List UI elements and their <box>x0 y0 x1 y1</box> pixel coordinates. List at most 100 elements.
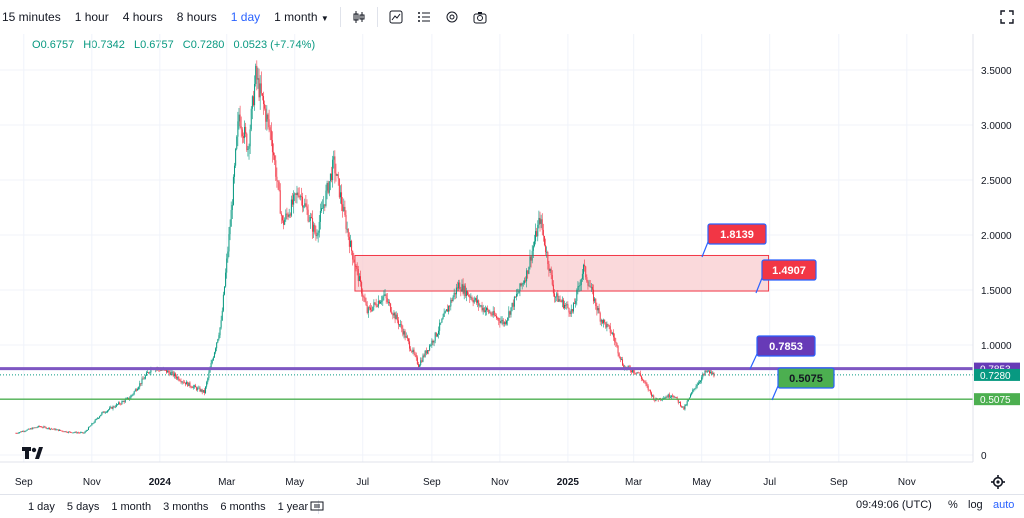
price-chart[interactable]: 1.8139 1.4907 0.7853 0.5075 3.5000 3.0000 2.5… <box>0 34 1024 494</box>
candle-body <box>519 283 521 292</box>
candle-body <box>320 208 322 211</box>
candle-body <box>702 374 704 378</box>
camera-icon[interactable] <box>473 10 487 24</box>
tf-1-hour[interactable]: 1 hour <box>74 10 109 24</box>
candle-body <box>18 432 20 433</box>
candle-body <box>222 294 224 311</box>
candle-body <box>58 429 60 431</box>
candle-body <box>285 213 287 220</box>
candle-body <box>406 336 408 339</box>
candle-body <box>256 65 258 80</box>
callout-2-text: 1.4907 <box>772 265 806 277</box>
candle-body <box>448 306 450 312</box>
candle-body <box>646 384 648 386</box>
candle-body <box>467 290 469 296</box>
candle-body <box>289 214 291 216</box>
candle-body <box>521 283 523 286</box>
candle-body <box>540 219 542 224</box>
candle-body <box>91 423 93 426</box>
candle-body <box>178 377 180 381</box>
candle-body <box>500 321 502 323</box>
tf-1-month[interactable]: 1 month ▼ <box>267 10 336 24</box>
candle-body <box>353 259 355 263</box>
candle-body <box>239 114 241 127</box>
candle-body <box>66 432 68 434</box>
range-1-day[interactable]: 1 day <box>28 500 55 513</box>
percent-toggle[interactable]: % <box>948 499 958 511</box>
ohlc-low: 0.6757 <box>140 39 174 51</box>
candle-body <box>250 108 252 130</box>
compare-icon[interactable] <box>310 500 324 515</box>
candle-body <box>579 285 581 287</box>
gear-icon[interactable] <box>991 475 1005 494</box>
auto-toggle[interactable]: auto <box>993 499 1015 511</box>
candle-body <box>416 357 418 365</box>
candle-body <box>300 196 302 198</box>
candle-body <box>504 322 506 324</box>
candle-body <box>436 334 438 337</box>
candle-body <box>209 368 211 373</box>
candle-body <box>102 411 104 413</box>
candle-body <box>374 302 376 304</box>
candles-icon[interactable] <box>352 10 366 24</box>
y-tick-label: 1.0000 <box>981 341 1012 352</box>
ohlc-low-label: L <box>133 39 141 51</box>
axis-tag-support-bg <box>974 393 1020 406</box>
candle-body <box>147 372 149 374</box>
candle-body <box>463 285 465 294</box>
candle-body <box>357 269 359 282</box>
candle-body <box>454 292 456 295</box>
tf-15-minutes[interactable]: 15 minutes <box>2 10 61 24</box>
x-tick-label: Jul <box>356 477 369 488</box>
candle-body <box>22 431 24 432</box>
candle-body <box>450 299 452 307</box>
candle-body <box>444 311 446 313</box>
candle-body <box>566 304 568 306</box>
range-1-year[interactable]: 1 year <box>277 500 309 513</box>
candle-body <box>527 270 529 274</box>
tf-8-hours[interactable]: 8 hours <box>176 10 217 24</box>
candle-body <box>595 298 597 306</box>
settings-icon[interactable] <box>445 10 459 24</box>
indicator-icon[interactable] <box>389 10 403 24</box>
candle-body <box>273 152 275 156</box>
candle-body <box>693 388 695 390</box>
candle-body <box>676 397 678 400</box>
range-6-months[interactable]: 6 months <box>220 500 266 513</box>
candle-body <box>510 307 512 315</box>
candle-body <box>296 192 298 195</box>
candle-body <box>43 426 45 428</box>
candle-body <box>462 284 464 294</box>
candle-body <box>547 252 549 265</box>
candle-body <box>44 426 46 428</box>
candle-body <box>356 265 358 270</box>
range-5-days[interactable]: 5 days <box>66 500 100 513</box>
candle-body <box>40 426 42 428</box>
candle-body <box>19 431 21 433</box>
candle-body <box>543 235 545 246</box>
list-icon[interactable] <box>417 10 431 24</box>
candle-body <box>377 300 379 307</box>
candle-body <box>111 407 113 409</box>
candle-body <box>116 404 118 406</box>
fullscreen-icon[interactable] <box>1000 10 1014 29</box>
range-3-months[interactable]: 3 months <box>163 500 209 513</box>
candle-body <box>555 296 557 298</box>
candle-body <box>95 418 97 420</box>
candle-body <box>169 372 171 375</box>
candle-body <box>287 214 289 217</box>
tf-4-hours[interactable]: 4 hours <box>122 10 163 24</box>
candle-body <box>415 355 417 358</box>
log-toggle[interactable]: log <box>968 499 983 511</box>
candle-body <box>229 226 231 235</box>
candle-body <box>581 273 583 280</box>
candle-body <box>232 176 234 206</box>
candle-body <box>453 292 455 297</box>
candle-body <box>485 307 487 311</box>
range-1-month[interactable]: 1 month <box>111 500 152 513</box>
candle-body <box>263 96 265 105</box>
tf-1-day[interactable]: 1 day <box>230 10 261 24</box>
candle-body <box>213 352 215 358</box>
candle-body <box>187 381 189 387</box>
x-tick-label: Sep <box>15 477 33 488</box>
